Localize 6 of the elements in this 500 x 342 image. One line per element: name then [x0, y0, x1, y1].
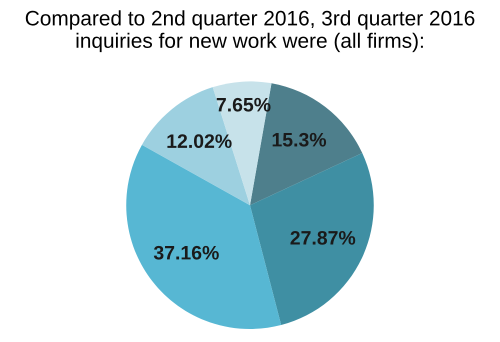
- data-label: 27.87%: [290, 230, 356, 245]
- data-label: 12.02%: [167, 134, 232, 148]
- data-label: 37.16%: [154, 246, 219, 260]
- data-label: 15.3%: [272, 132, 326, 147]
- chart-title: Compared to 2nd quarter 2016, 3rd quarter 2016 inquiries for new work were (all firms):: [26, 10, 474, 52]
- pie-slice: [250, 153, 374, 325]
